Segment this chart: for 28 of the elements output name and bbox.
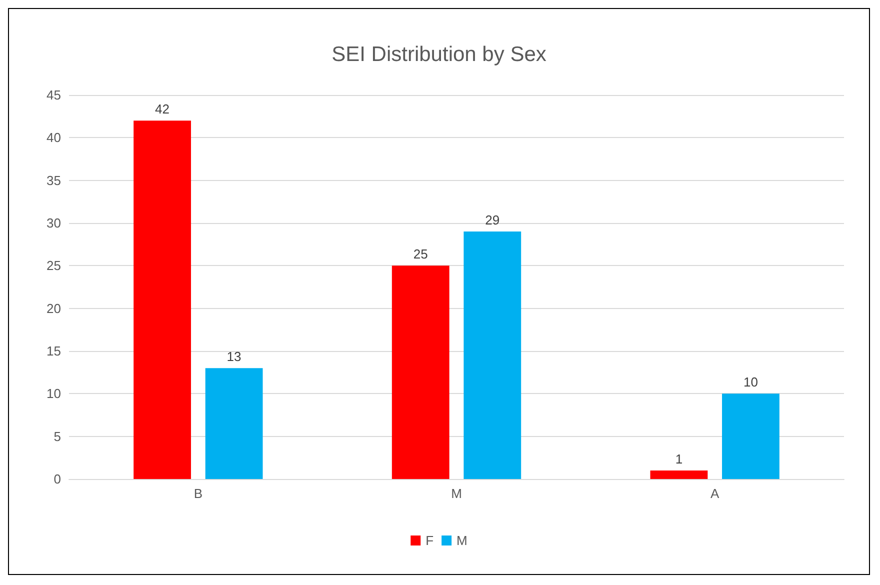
legend-label: F xyxy=(426,533,434,548)
x-tick-label: M xyxy=(451,486,462,501)
data-label: 10 xyxy=(743,374,758,390)
y-tick-label: 25 xyxy=(46,258,61,274)
y-tick-label: 20 xyxy=(46,300,61,316)
y-tick-label: 45 xyxy=(46,88,61,102)
data-label: 1 xyxy=(675,451,683,466)
bar xyxy=(134,120,191,479)
x-tick-label: B xyxy=(194,486,203,501)
bar xyxy=(464,232,522,479)
y-tick-label: 0 xyxy=(54,472,61,486)
y-tick-label: 40 xyxy=(46,130,61,146)
y-tick-label: 15 xyxy=(46,344,61,358)
data-label: 13 xyxy=(226,349,242,364)
y-tick-label: 10 xyxy=(46,386,61,402)
bar xyxy=(205,368,263,479)
bar xyxy=(722,394,780,479)
y-tick-label: 30 xyxy=(46,216,61,230)
data-label: 29 xyxy=(485,212,500,228)
y-tick-label: 5 xyxy=(54,428,61,444)
x-tick-label: A xyxy=(710,486,720,501)
bar xyxy=(392,266,450,479)
chart-title: SEI Distribution by Sex xyxy=(332,43,547,66)
y-tick-label: 35 xyxy=(46,172,61,188)
data-label: 25 xyxy=(413,246,428,262)
bar xyxy=(650,470,708,479)
legend-label: M xyxy=(456,533,468,548)
data-label: 42 xyxy=(155,102,170,117)
